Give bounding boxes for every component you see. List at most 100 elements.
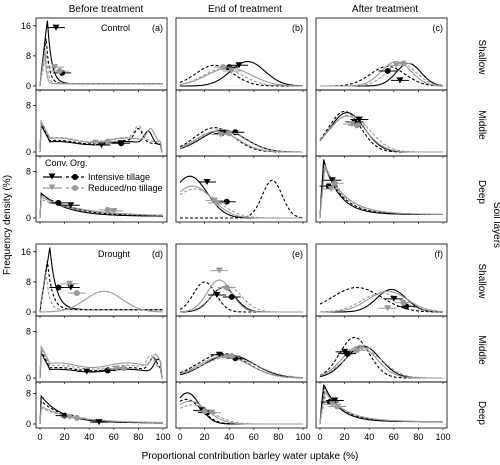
y-tick-label: 8	[26, 167, 31, 177]
x-tick-label: 40	[364, 432, 374, 442]
point-triangle-2	[327, 186, 335, 192]
layer-label-middle-top: Middle	[476, 110, 487, 140]
point-circle-1	[232, 129, 239, 136]
point-triangle-0	[341, 348, 349, 355]
x-tick-label: 0	[317, 432, 322, 442]
panel-letter-a: (a)	[152, 23, 163, 33]
series-line-3	[39, 53, 163, 87]
y-tick-label: 8	[26, 389, 31, 399]
y-tick-label: 0	[26, 307, 31, 317]
point-triangle-0	[95, 419, 103, 426]
x-tick-label: 0	[177, 432, 182, 442]
point-circle-3	[400, 299, 407, 306]
point-triangle-0	[331, 397, 339, 404]
legend-label-reduced: Reduced/no tillage	[88, 183, 163, 193]
panel-f-deep: 0 20 40 60 80 100	[315, 381, 451, 442]
series-line-1	[319, 162, 443, 219]
point-circle-3	[56, 67, 63, 74]
panel-letter-b: (b)	[292, 23, 303, 33]
legend-intensive-org-marker	[72, 174, 78, 180]
y-tick-label: 8	[26, 327, 31, 337]
series-line-2	[320, 290, 444, 313]
layer-label-deep-top: Deep	[476, 180, 487, 204]
panel-a-mid: 08	[26, 89, 168, 158]
series-line-2	[179, 185, 303, 219]
x-tick-label: 60	[249, 432, 259, 442]
series-line-0	[180, 286, 303, 313]
column-title-end: End of treatment	[208, 4, 282, 15]
point-triangle-0	[390, 295, 398, 302]
point-triangle-0	[203, 179, 211, 186]
legend-reduced-org-marker	[72, 185, 78, 191]
point-circle-1	[384, 67, 391, 74]
y-axis-title: Frequency density (%)	[2, 175, 13, 275]
panel-e-mid	[175, 315, 308, 384]
point-circle-3	[201, 408, 208, 415]
point-triangle-2	[358, 344, 366, 351]
point-triangle-2	[66, 414, 74, 421]
panel-letter-f: (f)	[435, 249, 444, 259]
point-circle-3	[400, 60, 407, 67]
panel-f	[315, 243, 448, 318]
x-tick-label: 20	[200, 432, 210, 442]
point-triangle-2	[348, 121, 356, 128]
series-line-2	[179, 355, 304, 379]
point-triangle-0	[396, 77, 404, 84]
point-triangle-2	[112, 365, 120, 372]
y-tick-label: 16	[21, 247, 31, 257]
x-axis-title: Proportional contribution barley water u…	[142, 451, 359, 462]
point-circle-1	[223, 198, 230, 205]
panel-frame	[315, 315, 448, 383]
point-triangle-0	[235, 62, 243, 69]
panel-f-mid	[315, 315, 448, 384]
point-triangle-0	[328, 177, 336, 184]
x-tick-label: 80	[133, 432, 143, 442]
point-triangle-2	[384, 305, 392, 312]
layer-label-shallow-top: Shallow	[476, 39, 487, 75]
series-line-2	[179, 279, 303, 313]
series-line-3	[39, 347, 163, 379]
legend-label-intensive: Intensive tillage	[88, 172, 150, 182]
series-line-3	[319, 349, 443, 379]
y-tick-label: 0	[26, 81, 31, 91]
panel-letter-c: (c)	[433, 23, 444, 33]
series-line-3	[39, 198, 163, 219]
series-line-2	[319, 164, 443, 219]
series-line-1	[179, 127, 303, 153]
point-circle-1	[344, 350, 351, 357]
series-line-3	[179, 404, 303, 425]
series-line-1	[319, 110, 443, 153]
y-tick-label: 8	[26, 101, 31, 111]
point-circle-3	[226, 130, 233, 137]
panel-b-mid	[175, 89, 308, 158]
panel-c-deep	[315, 155, 448, 224]
panel-c-mid	[315, 89, 448, 158]
y-tick-label: 0	[26, 213, 31, 223]
x-tick-label: 20	[60, 432, 70, 442]
layer-label-shallow-bottom: Shallow	[476, 263, 487, 299]
point-circle-3	[353, 347, 360, 354]
point-circle-3	[353, 122, 360, 129]
panel-letter-e: (e)	[292, 249, 303, 259]
series-line-2	[179, 67, 303, 87]
layer-label-deep-bottom: Deep	[476, 401, 487, 425]
point-circle-1	[55, 199, 62, 206]
point-circle-1	[118, 140, 125, 147]
panel-a: 0 8 16	[21, 17, 168, 92]
y-tick-label: 8	[26, 51, 31, 61]
y-tick-label: 16	[21, 21, 31, 31]
column-title-after: After treatment	[352, 4, 418, 15]
point-triangle-2	[51, 64, 59, 71]
legend-intensive-conv-marker	[48, 173, 56, 180]
point-triangle-0	[67, 284, 75, 291]
point-triangle-2	[66, 280, 74, 287]
series-line-1	[179, 64, 303, 87]
panel-frame	[175, 315, 308, 383]
panel-d: 0 8 16	[21, 243, 168, 318]
series-line-2	[319, 345, 443, 379]
point-circle-3	[228, 352, 235, 359]
point-circle-3	[334, 403, 341, 410]
panel-a-deep: 08	[26, 155, 168, 224]
series-line-3	[320, 62, 444, 87]
